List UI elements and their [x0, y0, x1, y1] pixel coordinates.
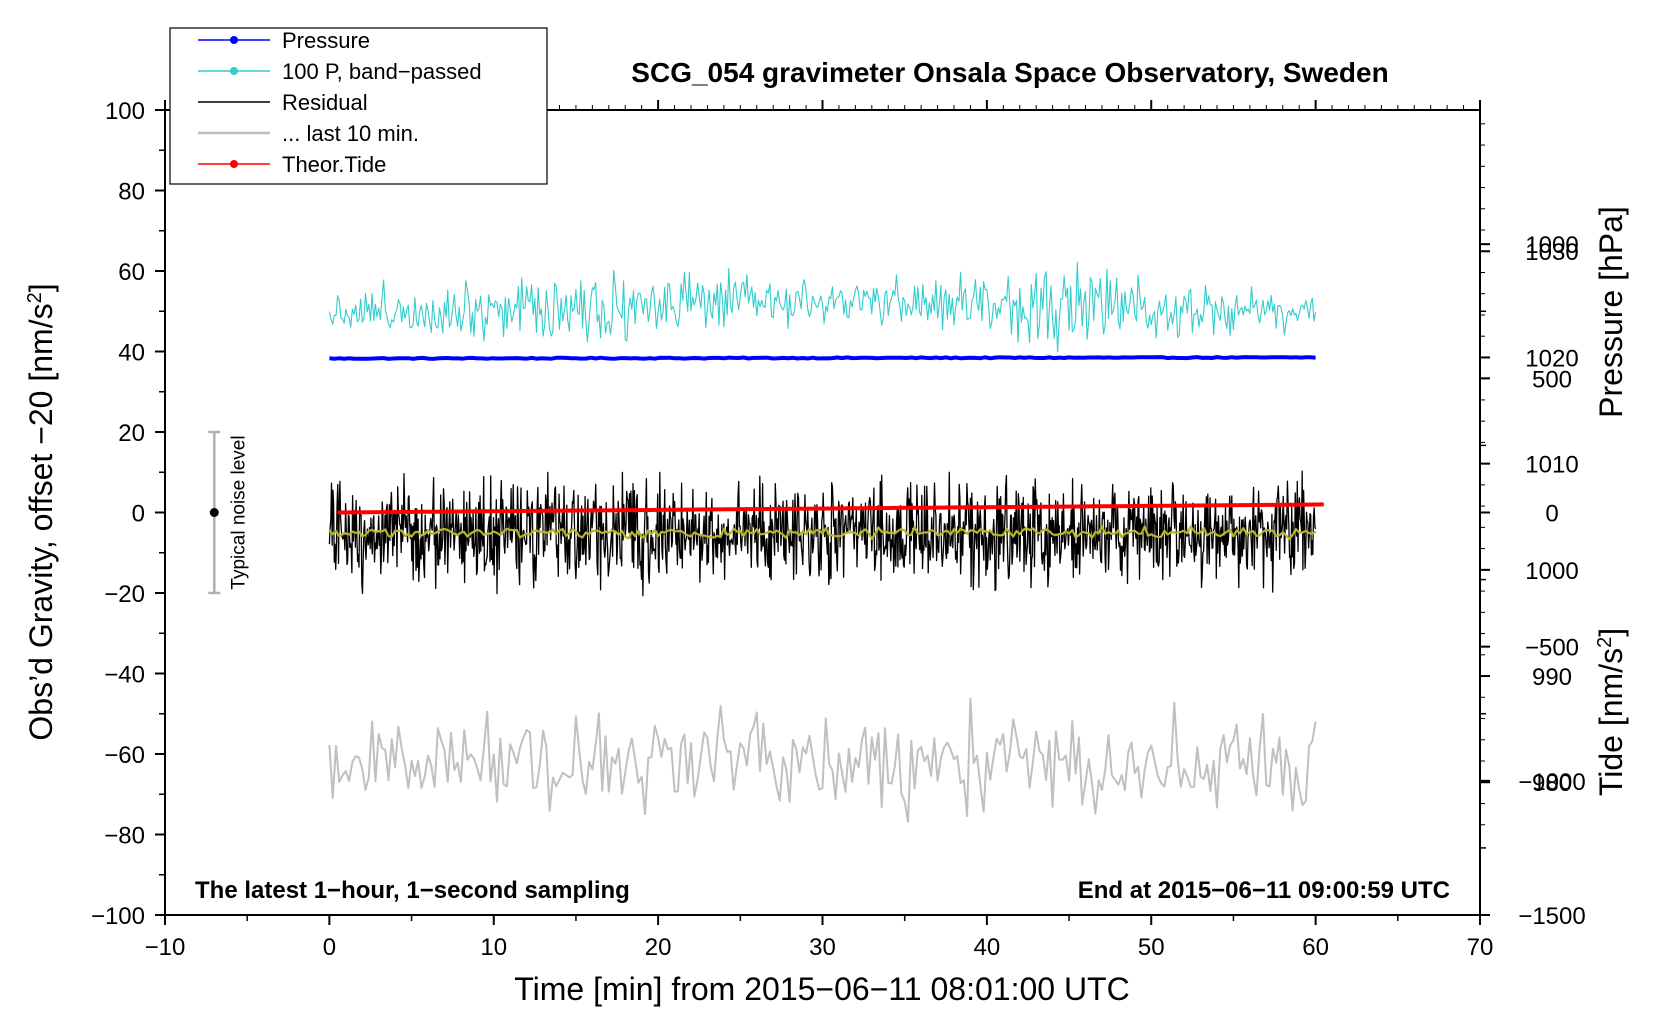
series-layer	[328, 261, 1324, 823]
x-tick-label: 70	[1467, 934, 1494, 961]
y-axis-label-pressure: Pressure [hPa]	[1593, 206, 1629, 418]
tide-tick-label: 500	[1532, 366, 1572, 393]
y-axis-label-tide-sup: 2	[1594, 637, 1616, 648]
legend-marker-1	[230, 67, 238, 75]
pressure-tick-label: 1000	[1525, 558, 1578, 585]
y-tick-label: −40	[104, 662, 145, 689]
pressure-tick-label: 1020	[1525, 345, 1578, 372]
legend-label-2: Residual	[282, 90, 368, 115]
note-end-time: End at 2015−06−11 09:00:59 UTC	[1078, 877, 1450, 904]
tide-tick-label: 0	[1545, 501, 1558, 528]
y-axis-label-tide: Tide [nm/s2]	[1593, 628, 1629, 796]
pressure-tick-label: 990	[1532, 664, 1572, 691]
noise-level-label: Typical noise level	[228, 435, 249, 589]
y-tick-label: −60	[104, 742, 145, 769]
x-tick-label: 40	[974, 934, 1001, 961]
y-axis-label-tide-text: Tide [nm/s	[1593, 648, 1629, 796]
legend-marker-0	[230, 36, 238, 44]
tide-tick-label: 1000	[1525, 232, 1578, 259]
x-tick-label: 50	[1138, 934, 1165, 961]
x-tick-label: 0	[323, 934, 336, 961]
noise-bar-center-dot	[209, 508, 219, 517]
tide-tick-label: −500	[1525, 635, 1579, 662]
chart-title: SCG_054 gravimeter Onsala Space Observat…	[631, 57, 1388, 88]
x-tick-label: 10	[480, 934, 507, 961]
y-axis-label-tide-close: ]	[1593, 628, 1629, 637]
legend-label-3: ... last 10 min.	[282, 121, 419, 146]
y-axis-label-left-close: ]	[23, 283, 59, 292]
y-axis-label-left-sup: 2	[24, 292, 46, 303]
note-latest-hour: The latest 1−hour, 1−second sampling	[195, 877, 630, 904]
series-line-2	[328, 470, 1317, 597]
x-axis-label: Time [min] from 2015−06−11 08:01:00 UTC	[514, 971, 1129, 1007]
series-line-1	[328, 261, 1317, 353]
y-tick-label: 0	[132, 501, 145, 528]
legend: Pressure 100 P, band−passed Residual ... la…	[169, 27, 548, 185]
pressure-tick-label: 1030	[1525, 239, 1578, 266]
tide-tick-label: −1500	[1518, 903, 1585, 930]
x-tick-label: −10	[145, 934, 186, 961]
tide-tick-label: −1000	[1518, 769, 1585, 796]
x-tick-label: 20	[645, 934, 672, 961]
y-tick-label: 40	[118, 340, 145, 367]
y-tick-label: −80	[104, 823, 145, 850]
noise-level-bar: Typical noise level	[208, 430, 249, 595]
series-line-5	[337, 502, 1324, 515]
labels-layer: −10 0 10 20 30 40 50 60 70100806040200−20−40−60−…	[91, 98, 1586, 961]
y-tick-label: 80	[118, 179, 145, 206]
x-tick-label: 60	[1302, 934, 1329, 961]
legend-label-1: 100 P, band−passed	[282, 59, 482, 84]
series-line-0	[329, 355, 1316, 361]
x-tick-label: 30	[809, 934, 836, 961]
ticks-layer	[155, 100, 1490, 925]
legend-box	[169, 27, 548, 185]
y-tick-label: 60	[118, 259, 145, 286]
series-line-4	[328, 697, 1317, 823]
legend-label-4: Theor.Tide	[282, 152, 386, 177]
y-tick-label: 100	[105, 98, 145, 125]
pressure-tick-label: 980	[1532, 770, 1572, 797]
y-tick-label: −20	[104, 581, 145, 608]
legend-marker-4	[230, 160, 238, 168]
series-line-3	[328, 525, 1317, 541]
y-tick-label: 20	[118, 420, 145, 447]
y-axis-label-left: Obs’d Gravity, offset −20 [nm/s2]	[23, 283, 59, 740]
legend-label-0: Pressure	[282, 28, 370, 53]
pressure-tick-label: 1010	[1525, 452, 1578, 479]
y-axis-label-left-text: Obs’d Gravity, offset −20 [nm/s	[23, 303, 59, 740]
y-tick-label: −100	[91, 903, 145, 930]
